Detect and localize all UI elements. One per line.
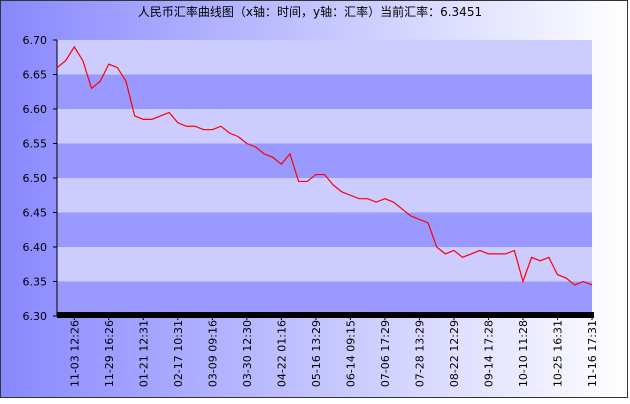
x-tick-label: 11-16 17:31 bbox=[586, 320, 599, 387]
x-tick-label: 04-22 01:16 bbox=[275, 320, 288, 387]
x-tick-label: 03-09 09:16 bbox=[206, 320, 219, 387]
x-tick-label: 05-16 13:29 bbox=[310, 320, 323, 387]
x-tick-label: 11-03 12:26 bbox=[68, 320, 81, 387]
x-tick-label: 06-14 09:15 bbox=[344, 320, 357, 387]
y-tick-label: 6.65 bbox=[23, 69, 48, 82]
x-tick-label: 09-14 17:28 bbox=[482, 320, 495, 387]
band bbox=[57, 40, 592, 75]
x-axis bbox=[57, 312, 594, 318]
x-tick-label: 08-22 12:29 bbox=[448, 320, 461, 387]
y-tick-label: 6.30 bbox=[23, 310, 48, 323]
y-tick-label: 6.35 bbox=[23, 276, 48, 289]
x-tick-label: 11-29 16:26 bbox=[103, 320, 116, 387]
y-tick-label: 6.60 bbox=[23, 103, 48, 116]
band bbox=[57, 143, 592, 178]
band bbox=[57, 74, 592, 109]
band bbox=[57, 247, 592, 282]
band bbox=[57, 281, 592, 316]
x-tick-label: 03-30 12:30 bbox=[241, 320, 254, 387]
y-tick-label: 6.50 bbox=[23, 172, 48, 185]
y-tick-label: 6.70 bbox=[23, 34, 48, 47]
data-line bbox=[56, 45, 593, 286]
band bbox=[57, 212, 592, 247]
x-tick-label: 02-17 10:31 bbox=[172, 320, 185, 387]
y-tick-label: 6.40 bbox=[23, 241, 48, 254]
chart-title: 人民币汇率曲线图（x轴：时间，y轴：汇率）当前汇率：6.3451 bbox=[138, 4, 482, 19]
y-tick-label: 6.45 bbox=[23, 207, 48, 220]
x-tick-label: 10-10 11:28 bbox=[517, 320, 530, 387]
x-tick-label: 10-25 16:31 bbox=[551, 320, 564, 387]
x-tick-label: 01-21 12:31 bbox=[137, 320, 150, 387]
band bbox=[57, 109, 592, 144]
x-tick-label: 07-06 17:29 bbox=[379, 320, 392, 387]
x-tick-label: 07-28 13:29 bbox=[413, 320, 426, 387]
y-tick-label: 6.55 bbox=[23, 138, 48, 151]
band bbox=[57, 178, 592, 213]
